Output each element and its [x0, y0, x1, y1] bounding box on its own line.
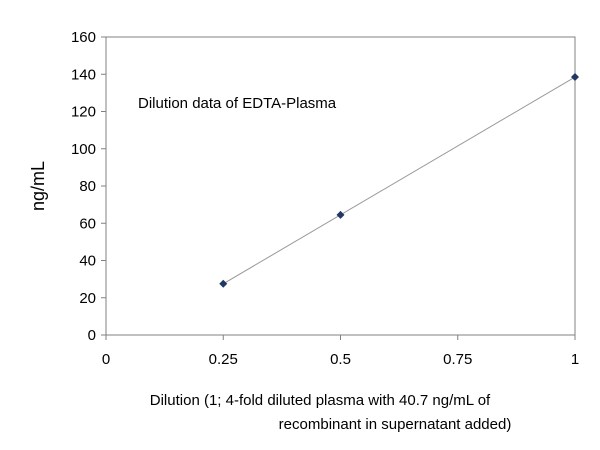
y-tick-label: 60	[79, 215, 96, 232]
trendline-group	[222, 76, 576, 285]
chart-annotation: Dilution data of EDTA-Plasma	[138, 95, 337, 112]
y-tick-label: 20	[79, 290, 96, 307]
plot-area	[105, 36, 576, 336]
data-point	[336, 210, 345, 219]
y-tick-label: 40	[79, 253, 96, 270]
y-tick-label: 120	[71, 104, 96, 121]
x-tick-label: 0	[102, 351, 110, 368]
data-point	[571, 73, 579, 82]
data-point	[219, 279, 228, 288]
y-axis-ticks: 0 20 40 60 80 100 120 140 160	[71, 29, 106, 344]
y-tick-label: 100	[71, 141, 96, 158]
y-tick-label: 160	[71, 29, 96, 46]
x-tick-label: 0.25	[209, 351, 238, 368]
trendline	[222, 76, 576, 285]
x-axis-ticks: 0 0.25 0.5 0.75 1	[102, 335, 579, 368]
x-tick-label: 0.75	[443, 351, 472, 368]
x-axis-title-line-1: Dilution (1; 4-fold diluted plasma with …	[150, 392, 491, 409]
y-tick-label: 140	[71, 66, 96, 83]
y-axis-title: ng/mL	[28, 161, 48, 211]
x-tick-label: 1	[571, 351, 579, 368]
y-tick-label: 0	[88, 327, 96, 344]
data-points	[219, 73, 579, 288]
x-tick-label: 0.5	[330, 351, 351, 368]
y-tick-label: 80	[79, 178, 96, 195]
x-axis-title-line-2: recombinant in supernatant added)	[279, 416, 512, 433]
